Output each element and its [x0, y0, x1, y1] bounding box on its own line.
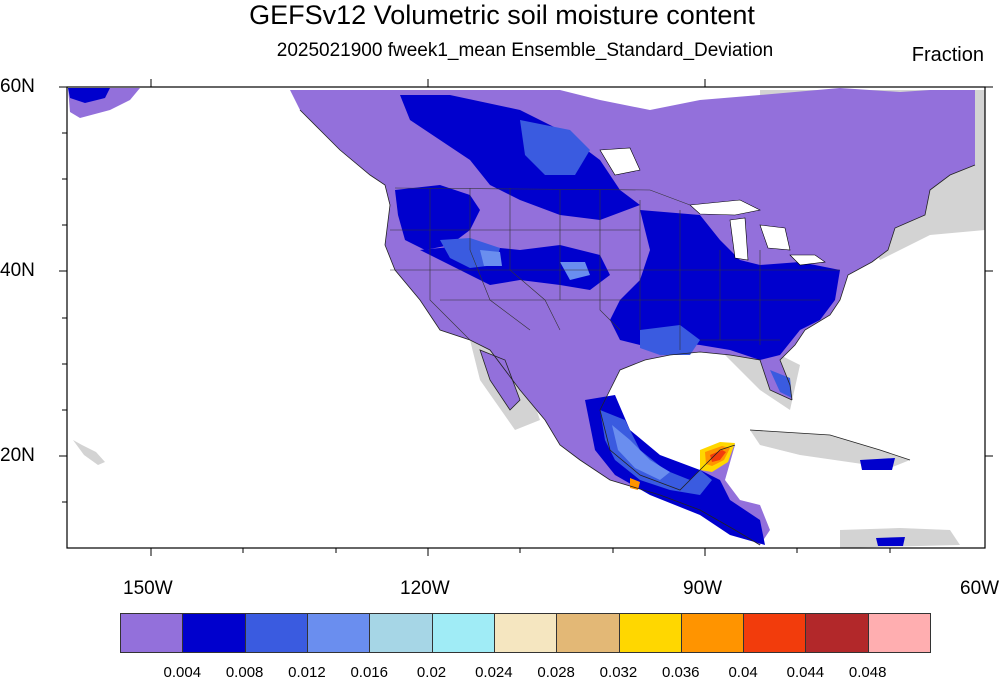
- colorbar-tick-label: 0.004: [163, 664, 202, 681]
- colorbar-swatch: [369, 613, 433, 653]
- great-lakes: [599, 147, 826, 266]
- lon-label-60w: 60W: [960, 578, 1000, 599]
- units-label: Fraction: [911, 44, 984, 66]
- colorbar-swatch: [306, 613, 371, 653]
- colorbar-swatch: [182, 613, 246, 653]
- colorbar-tick-label: 0.028: [537, 664, 575, 681]
- colorbar-swatch: [431, 613, 495, 653]
- colorbar-swatch: [120, 613, 184, 653]
- colorbar-tick-label: 0.032: [599, 664, 638, 681]
- soil-moisture-bin-4: [480, 250, 670, 480]
- colorbar-swatch: [805, 613, 869, 653]
- colorbar-swatch: [244, 613, 308, 653]
- soil-moisture-bin-3: [440, 120, 792, 495]
- political-boundaries: [390, 187, 840, 350]
- colorbar-tick-label: 0.02: [416, 664, 447, 681]
- colorbar-swatch: [493, 613, 558, 653]
- yucatan-hotspot: [630, 442, 735, 490]
- chart-subtitle: 2025021900 fweek1_mean Ensemble_Standard…: [276, 40, 774, 61]
- colorbar-tick-label: 0.024: [475, 664, 513, 681]
- axis-ticks: [59, 79, 993, 556]
- lon-label-150w: 150W: [123, 578, 173, 599]
- coastlines: [299, 109, 976, 546]
- colorbar-swatch: [867, 613, 932, 653]
- colorbar-swatch: [618, 613, 682, 653]
- colorbar-tick-label: 0.048: [848, 664, 887, 681]
- lon-label-120w: 120W: [400, 578, 450, 599]
- colorbar-tick-label: 0.012: [288, 664, 326, 681]
- chart-title: GEFSv12 Volumetric soil moisture content: [249, 0, 755, 30]
- colorbar-swatch: [556, 613, 620, 653]
- colorbar-tick-label: 0.036: [661, 664, 700, 681]
- lon-label-90w: 90W: [683, 578, 723, 599]
- colorbar-tick-label: 0.008: [225, 664, 264, 681]
- colorbar-swatch: [680, 613, 745, 653]
- lat-label-20n: 20N: [0, 445, 35, 466]
- colorbar: [120, 613, 932, 653]
- colorbar-tick-label: 0.044: [786, 664, 825, 681]
- lat-label-60n: 60N: [0, 76, 35, 97]
- colorbar-swatch: [743, 613, 807, 653]
- colorbar-tick-label: 0.016: [350, 664, 388, 681]
- lat-label-40n: 40N: [0, 260, 35, 281]
- colorbar-tick-label: 0.04: [728, 664, 758, 681]
